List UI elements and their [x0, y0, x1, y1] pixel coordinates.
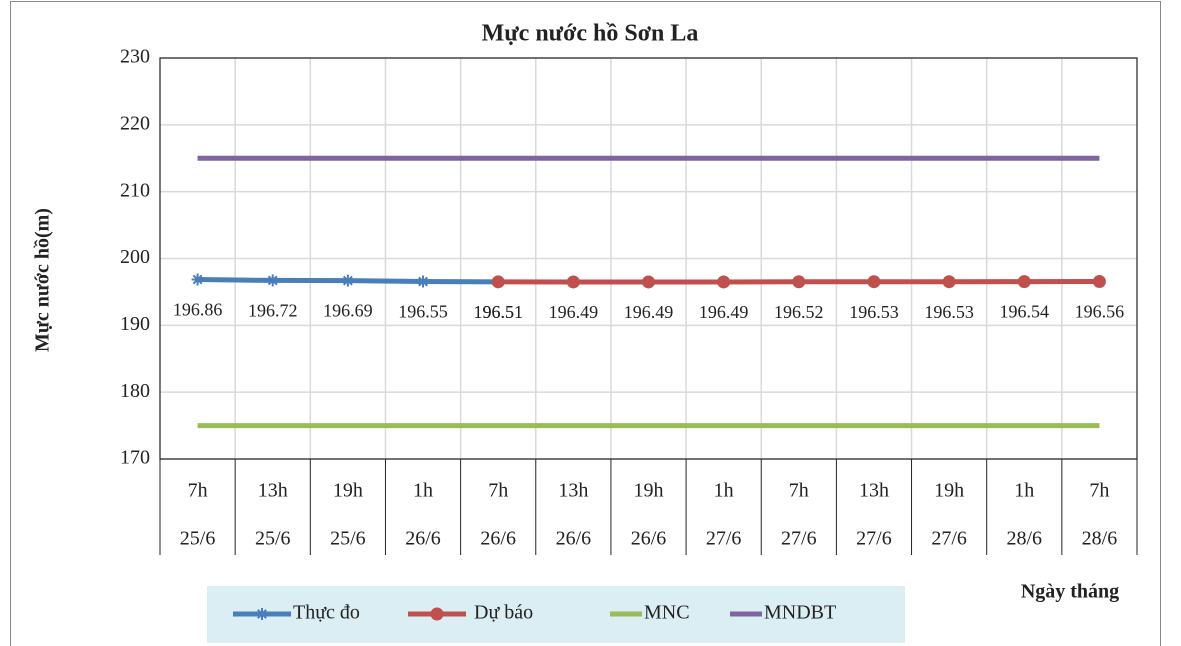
- x-tick-label-date: 28/6: [1006, 528, 1042, 550]
- x-axis-title: Ngày tháng: [1021, 581, 1119, 603]
- legend-label: MNDBT: [764, 602, 836, 624]
- point: [1092, 274, 1106, 288]
- y-tick-label: 200: [120, 246, 150, 268]
- point: [867, 275, 881, 289]
- x-tick-label: 1h: [413, 480, 433, 502]
- point: [566, 275, 580, 289]
- x-tick-label-date: 27/6: [781, 528, 817, 550]
- y-tick-label: 230: [120, 46, 150, 68]
- data-label: 196.49: [699, 302, 749, 322]
- point: [191, 273, 204, 286]
- x-tick-label: 1h: [1014, 480, 1034, 502]
- data-label: 196.56: [1075, 302, 1125, 322]
- x-tick-label: 19h: [934, 480, 964, 502]
- chart-border: [10, 1, 1161, 646]
- x-tick-label: 13h: [859, 480, 889, 502]
- point: [266, 274, 279, 287]
- legend-label: Thực đo: [293, 602, 360, 624]
- point: [642, 275, 655, 289]
- x-tick-label: 13h: [558, 480, 588, 502]
- data-label: 196.55: [398, 302, 448, 322]
- data-label: 196.51: [473, 302, 523, 322]
- point: [256, 608, 268, 620]
- x-tick-label: 19h: [333, 480, 363, 502]
- point: [1017, 275, 1031, 289]
- chart-title: Mực nước hồ Sơn La: [482, 21, 699, 47]
- point: [417, 275, 430, 288]
- x-tick-label: 7h: [1089, 480, 1109, 502]
- y-axis-title: Mực nước hồ(m): [32, 208, 54, 352]
- x-tick-label: 7h: [188, 480, 208, 502]
- x-tick-label-date: 27/6: [931, 528, 967, 550]
- data-label: 196.49: [624, 302, 674, 322]
- point: [341, 274, 354, 287]
- x-tick-label: 19h: [634, 480, 664, 502]
- x-tick-label-date: 26/6: [405, 528, 441, 550]
- data-label: 196.49: [549, 302, 599, 322]
- legend-box: [207, 586, 905, 643]
- y-tick-label: 190: [120, 313, 150, 335]
- x-tick-label-date: 28/6: [1082, 528, 1118, 550]
- data-label: 196.53: [849, 302, 899, 322]
- point: [792, 275, 806, 289]
- data-label: 196.86: [173, 300, 223, 320]
- data-label: 196.52: [774, 302, 824, 322]
- point: [491, 275, 505, 289]
- x-tick-label-date: 26/6: [556, 528, 592, 550]
- x-tick-label: 7h: [488, 480, 508, 502]
- data-label: 196.54: [1000, 302, 1050, 322]
- y-tick-label: 180: [120, 380, 150, 402]
- x-tick-label: 13h: [258, 480, 288, 502]
- x-tick-label: 1h: [714, 480, 734, 502]
- y-tick-label: 210: [120, 179, 150, 201]
- point: [430, 607, 444, 621]
- x-tick-label-date: 26/6: [480, 528, 516, 550]
- data-label: 196.53: [924, 302, 974, 322]
- x-tick-label: 7h: [789, 480, 809, 502]
- x-tick-label-date: 27/6: [856, 528, 892, 550]
- data-label: 196.69: [323, 301, 373, 321]
- point: [942, 275, 956, 289]
- plot-area: [159, 57, 1138, 460]
- y-tick-label: 170: [120, 447, 150, 469]
- legend-label: MNC: [644, 602, 690, 624]
- x-tick-label-date: 26/6: [631, 528, 667, 550]
- legend-label: Dự báo: [474, 602, 533, 624]
- x-tick-label-date: 25/6: [255, 528, 291, 550]
- x-tick-label-date: 27/6: [706, 528, 742, 550]
- x-tick-label-date: 25/6: [180, 528, 216, 550]
- data-label: 196.72: [248, 301, 298, 321]
- x-tick-label-date: 25/6: [330, 528, 366, 550]
- point: [717, 275, 731, 289]
- data-label: 196.51: [473, 302, 523, 322]
- y-tick-label: 220: [120, 112, 150, 134]
